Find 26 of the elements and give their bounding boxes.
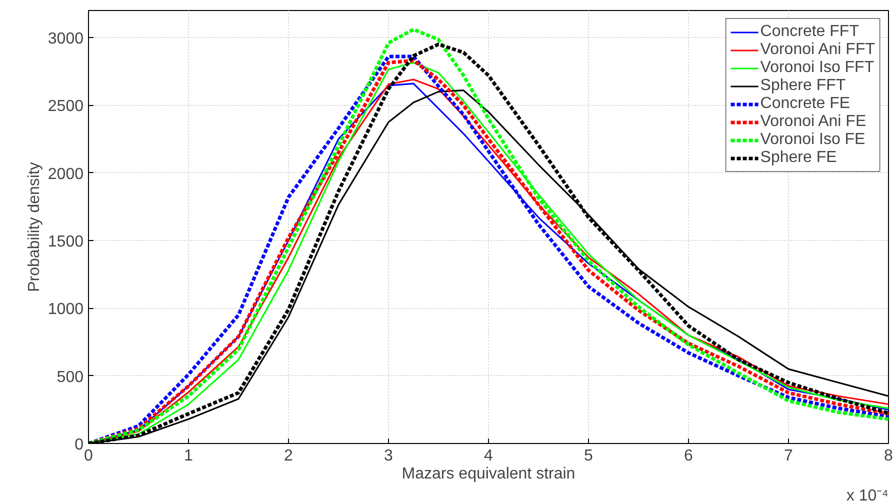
text: x 10⁻⁴ — [846, 488, 889, 504]
y-tick-label: 2500 — [48, 98, 84, 116]
x-tick-label: 5 — [584, 448, 594, 464]
y-tick-label: 3000 — [48, 30, 84, 48]
y-axis-title: Probability density — [26, 162, 43, 292]
legend-label: Voronoi Ani FFT — [760, 41, 875, 59]
x-tick-label: 7 — [784, 448, 794, 464]
x-tick-label: 1 — [184, 448, 194, 464]
x-tick-label: 3 — [384, 448, 394, 464]
x-tick-label: 6 — [684, 448, 694, 464]
legend-label: Sphere FFT — [760, 77, 846, 95]
x-tick-label: 4 — [484, 448, 494, 464]
legend-label: Concrete FE — [760, 95, 850, 113]
legend-label: Voronoi Iso FE — [760, 131, 866, 149]
legend-label: Voronoi Ani FE — [760, 113, 866, 131]
legend-label: Sphere FE — [760, 149, 837, 167]
y-tick-label: 0 — [74, 436, 84, 454]
y-tick-label: 1500 — [48, 234, 84, 251]
legend-label: Concrete FFT — [760, 23, 859, 41]
y-tick-label: 500 — [56, 368, 84, 386]
x-axis-title: Mazars equivalent strain — [402, 466, 576, 482]
legend-label: Voronoi Iso FFT — [760, 59, 874, 77]
y-tick-label: 2000 — [48, 166, 84, 183]
x-tick-label: 2 — [284, 448, 294, 464]
y-tick-label: 1000 — [48, 301, 84, 318]
x-tick-label: 8 — [884, 448, 893, 464]
